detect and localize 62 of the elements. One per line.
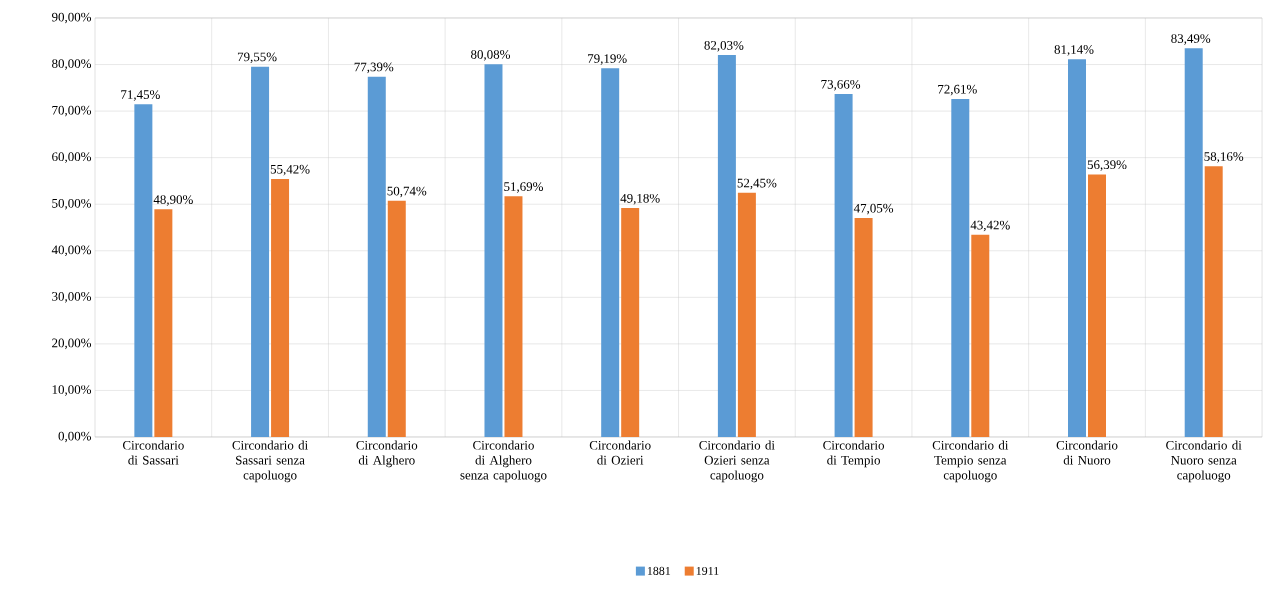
y-tick-label: 0,00% xyxy=(58,431,92,443)
data-label: 73,66% xyxy=(821,79,861,91)
data-label: 48,90% xyxy=(153,195,193,206)
bar xyxy=(621,208,640,437)
data-label: 79,55% xyxy=(237,52,277,64)
x-tick-label: Circondario di Sassari xyxy=(122,440,184,465)
data-label: 79,19% xyxy=(588,54,627,65)
bar xyxy=(1184,48,1203,437)
x-tick-label: Circondario di Alghero xyxy=(356,440,418,468)
bar xyxy=(134,104,153,437)
data-label: 47,05% xyxy=(853,203,894,215)
bar xyxy=(971,234,990,437)
data-label: 50,74% xyxy=(387,186,427,198)
y-tick-label: 50,00% xyxy=(52,198,92,210)
bar xyxy=(251,66,270,437)
x-tick-label: Circondario di Ozieri senza capoluogo xyxy=(699,440,775,483)
bar xyxy=(367,76,386,437)
data-label: 49,18% xyxy=(620,193,660,205)
bar xyxy=(601,68,620,437)
bar xyxy=(1204,166,1223,437)
y-tick-label: 40,00% xyxy=(51,245,92,257)
data-label: 56,39% xyxy=(1087,160,1127,171)
bar xyxy=(484,64,503,437)
y-tick-label: 20,00% xyxy=(52,338,92,350)
data-label: 51,69% xyxy=(504,182,543,193)
data-label: 71,45% xyxy=(121,90,160,101)
bar xyxy=(387,200,406,437)
bar xyxy=(834,94,853,437)
x-tick-label: Circondario di Nuoro senza capoluogo xyxy=(1166,440,1242,483)
x-tick-label: Circondario di Nuoro xyxy=(1056,440,1118,465)
bar xyxy=(1068,59,1086,437)
y-tick-label: 60,00% xyxy=(52,152,92,163)
bar xyxy=(504,196,523,437)
y-tick-label: 90,00% xyxy=(51,12,92,24)
bar xyxy=(271,178,290,437)
x-tick-label: Circondario di Tempio senza capoluogo xyxy=(932,440,1009,483)
legend-label: 1911 xyxy=(696,566,719,575)
data-label: 72,61% xyxy=(938,84,977,96)
bar xyxy=(1088,174,1106,437)
bar xyxy=(154,209,173,437)
bar xyxy=(854,217,873,437)
data-label: 80,08% xyxy=(471,50,510,61)
data-label: 55,42% xyxy=(270,164,310,176)
y-tick-label: 80,00% xyxy=(52,59,92,70)
y-tick-label: 70,00% xyxy=(52,105,92,117)
bar xyxy=(717,55,736,437)
data-label: 52,45% xyxy=(737,178,777,190)
data-label: 82,03% xyxy=(704,40,744,52)
bar xyxy=(951,98,970,437)
x-tick-label: Circondario di Ozieri xyxy=(589,440,651,465)
data-label: 43,42% xyxy=(970,220,1010,232)
legend-label: 1881 xyxy=(647,566,671,575)
x-tick-label: Circondario di Sassari senza capoluogo xyxy=(232,440,308,483)
y-tick-label: 30,00% xyxy=(52,292,92,303)
bar xyxy=(737,192,756,437)
y-tick-label: 10,00% xyxy=(52,385,92,396)
x-tick-label: Circondario di Tempio xyxy=(823,440,885,468)
data-label: 83,49% xyxy=(1171,34,1211,45)
data-label: 77,39% xyxy=(354,62,394,74)
data-label: 81,14% xyxy=(1054,45,1094,56)
x-tick-label: Circondario di Alghero senza capoluogo xyxy=(460,440,547,483)
data-label: 58,16% xyxy=(1204,152,1244,163)
